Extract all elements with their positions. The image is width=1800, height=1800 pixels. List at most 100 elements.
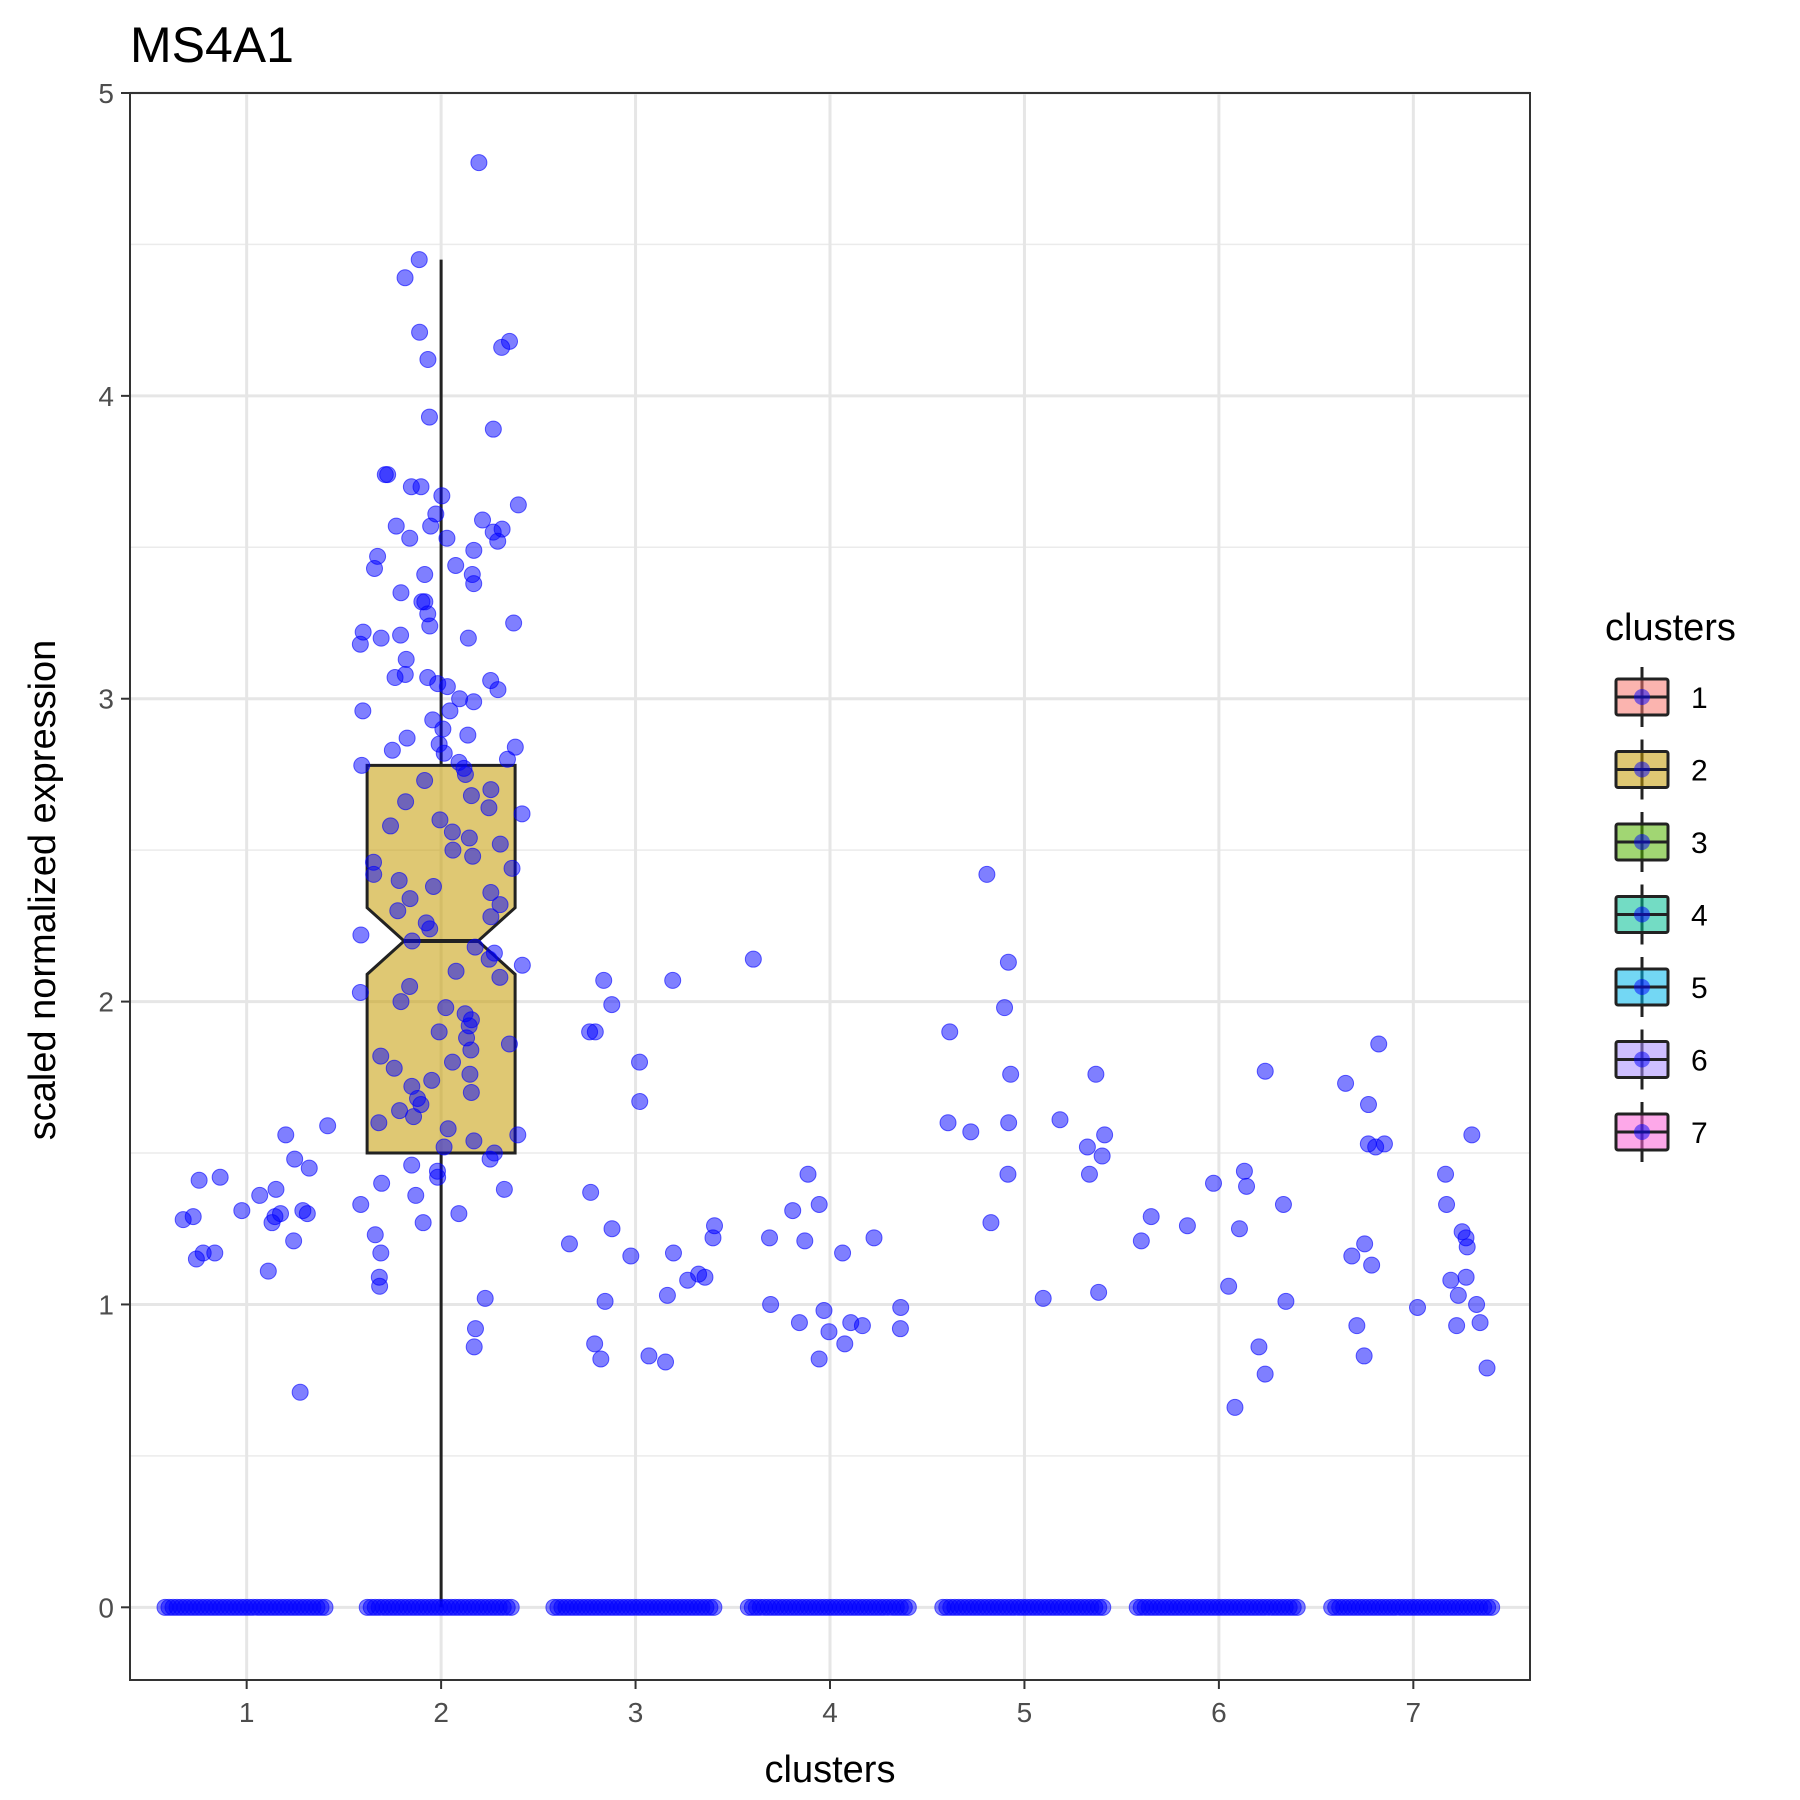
data-point <box>603 996 621 1014</box>
data-point <box>319 1117 337 1135</box>
data-point <box>439 1120 457 1138</box>
data-point <box>865 1229 883 1247</box>
data-point <box>1132 1232 1150 1250</box>
data-point <box>810 1350 828 1368</box>
data-point <box>493 338 511 356</box>
data-point <box>397 650 415 668</box>
data-point <box>491 896 509 914</box>
data-point <box>372 1047 390 1065</box>
legend-key-point <box>1634 1124 1650 1140</box>
data-point <box>470 154 488 172</box>
data-point <box>582 1183 600 1201</box>
data-point <box>372 629 390 647</box>
legend-label: 7 <box>1691 1117 1708 1150</box>
data-point <box>398 729 416 747</box>
data-point <box>664 971 682 989</box>
legend-key-point <box>1634 761 1650 778</box>
data-point <box>784 1202 802 1220</box>
data-point <box>1051 1111 1069 1129</box>
data-point <box>376 466 394 484</box>
data-point <box>586 1023 604 1041</box>
data-point <box>403 1156 421 1174</box>
data-point <box>1002 1065 1020 1083</box>
data-point <box>251 1186 269 1204</box>
data-point <box>704 1229 722 1247</box>
legend-label: 6 <box>1691 1045 1708 1078</box>
data-point <box>640 1347 658 1365</box>
chart-title: MS4A1 <box>130 17 294 73</box>
data-point <box>744 950 762 968</box>
data-point <box>1087 1065 1105 1083</box>
data-point <box>435 1138 453 1156</box>
x-tick-label: 7 <box>1406 1697 1422 1728</box>
data-point <box>438 529 456 547</box>
data-point <box>1343 1247 1361 1265</box>
data-point <box>1468 1295 1486 1313</box>
plot-area: 0 1 2 3 4 5 1 2 3 4 5 6 7 <box>98 78 1531 1728</box>
data-point <box>489 532 507 550</box>
x-tick-label: 5 <box>1017 1697 1033 1728</box>
data-point <box>416 566 434 584</box>
data-point <box>401 529 419 547</box>
data-point <box>631 1093 649 1111</box>
data-point <box>1356 1235 1374 1253</box>
data-point <box>1458 1238 1476 1256</box>
y-tick-label: 4 <box>98 381 114 412</box>
data-point <box>596 1292 614 1310</box>
data-point <box>1235 1162 1253 1180</box>
data-point-zero <box>316 1598 334 1616</box>
data-point <box>272 1205 290 1223</box>
data-point <box>390 871 408 889</box>
y-tick-label: 5 <box>98 78 114 109</box>
data-point <box>1096 1126 1114 1144</box>
data-point <box>1453 1223 1471 1241</box>
data-point <box>466 938 484 956</box>
data-point <box>480 950 498 968</box>
data-point <box>476 1289 494 1307</box>
data-point <box>174 1211 192 1229</box>
data-point <box>465 541 483 559</box>
data-point <box>1250 1338 1268 1356</box>
data-point <box>1438 1196 1456 1214</box>
data-point <box>419 351 437 369</box>
data-point <box>365 865 383 883</box>
legend-label: 4 <box>1691 900 1708 933</box>
data-point <box>509 1126 527 1144</box>
data-point <box>372 1244 390 1262</box>
data-point <box>1348 1317 1366 1335</box>
data-point <box>267 1180 285 1198</box>
data-point <box>1256 1365 1274 1383</box>
data-point <box>465 1132 483 1150</box>
data-point <box>1142 1208 1160 1226</box>
data-point <box>389 902 407 920</box>
data-point <box>405 1108 423 1126</box>
data-point <box>291 1383 309 1401</box>
legend-title: clusters <box>1605 607 1736 649</box>
data-point <box>999 953 1017 971</box>
data-point <box>1448 1317 1466 1335</box>
data-point <box>286 1150 304 1168</box>
legend-key-point <box>1634 689 1650 705</box>
data-point <box>1178 1217 1196 1235</box>
data-point <box>353 756 371 774</box>
legend-label: 2 <box>1691 755 1708 788</box>
data-point <box>505 614 523 632</box>
data-point <box>444 841 462 859</box>
data-point <box>433 487 451 505</box>
data-point <box>891 1320 909 1338</box>
data-point <box>434 720 452 738</box>
data-point <box>437 999 455 1017</box>
data-point <box>441 702 459 720</box>
data-point <box>1409 1298 1427 1316</box>
data-point <box>509 496 527 514</box>
data-point <box>373 1174 391 1192</box>
data-point <box>480 799 498 817</box>
data-point <box>592 1350 610 1368</box>
data-point <box>396 269 414 287</box>
data-point <box>1375 1135 1393 1153</box>
x-tick-label: 1 <box>239 1697 255 1728</box>
data-point <box>978 865 996 883</box>
data-point <box>1442 1271 1460 1289</box>
data-point <box>407 1186 425 1204</box>
data-point <box>450 1205 468 1223</box>
